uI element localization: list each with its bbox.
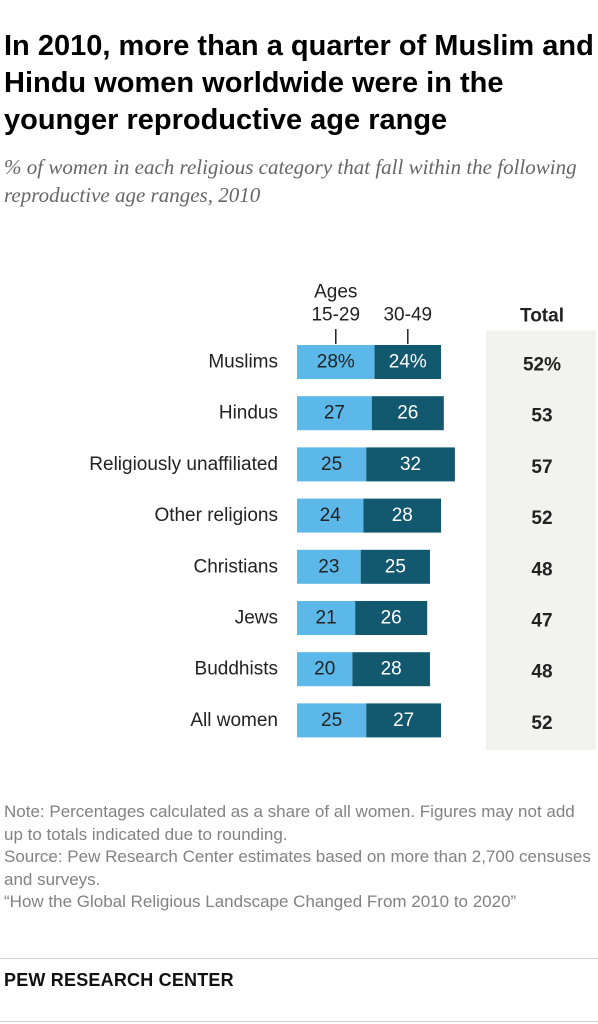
category-label: Buddhists xyxy=(195,659,278,680)
chart-subtitle: % of women in each religious category th… xyxy=(4,155,577,207)
bar-segment-ages-15-29 xyxy=(297,703,367,738)
source-text: Source: Pew Research Center estimates ba… xyxy=(4,847,591,889)
data-label-ages-15-29: 27 xyxy=(324,403,345,424)
data-label-ages-15-29: 23 xyxy=(318,556,339,577)
data-label-ages-30-49: 27 xyxy=(393,710,414,731)
data-label-ages-15-29: 25 xyxy=(321,454,342,475)
bottom-divider xyxy=(0,1021,598,1022)
data-label-ages-30-49: 32 xyxy=(400,454,421,475)
total-value-label: 52 xyxy=(531,713,552,734)
bar-segment-ages-15-29 xyxy=(297,601,356,635)
bar-segment-ages-30-49 xyxy=(371,396,444,431)
category-label: Christians xyxy=(194,556,278,577)
bar-segment-ages-15-29 xyxy=(297,549,361,584)
bar-segment-ages-15-29 xyxy=(297,498,364,533)
total-value-label: 47 xyxy=(531,611,552,632)
chart-notes: Note: Percentages calculated as a share … xyxy=(4,801,594,914)
category-label: Hindus xyxy=(219,403,278,424)
footer-divider xyxy=(0,958,598,959)
data-label-ages-15-29: 28% xyxy=(317,352,355,373)
total-value-label: 52% xyxy=(523,355,561,376)
data-label-ages-15-29: 25 xyxy=(321,710,342,731)
category-label: All women xyxy=(190,710,278,731)
data-label-ages-15-29: 24 xyxy=(320,505,342,526)
chart-title: In 2010, more than a quarter of Muslim a… xyxy=(4,30,594,136)
bar-segment-ages-30-49 xyxy=(366,703,442,738)
series-2-header-range: 30-49 xyxy=(383,305,432,326)
bar-segment-ages-15-29 xyxy=(297,652,353,687)
total-column-panel xyxy=(486,330,596,750)
brand-name: PEW RESEARCH CENTER xyxy=(4,970,234,990)
bar-segment-ages-30-49 xyxy=(374,345,442,379)
stacked-bar-chart: Ages 15-29 30-49 Total Muslims 28% 24% 52% Hindu… xyxy=(0,270,598,750)
data-label-ages-30-49: 25 xyxy=(385,556,406,577)
total-value-label: 48 xyxy=(531,662,552,683)
total-value-label: 48 xyxy=(531,559,552,580)
data-label-ages-30-49: 26 xyxy=(381,608,402,629)
series-1-header-label: Ages xyxy=(314,282,357,303)
bar-segment-ages-30-49 xyxy=(366,447,455,482)
category-label: Religiously unaffiliated xyxy=(89,454,278,475)
bar-segment-ages-30-49 xyxy=(360,549,430,584)
series-1-header-range: 15-29 xyxy=(311,305,360,326)
bar-segment-ages-15-29 xyxy=(297,447,367,482)
data-label-ages-30-49: 28 xyxy=(392,505,413,526)
category-label: Jews xyxy=(235,608,278,629)
category-label: Muslims xyxy=(208,352,278,373)
bar-segment-ages-15-29 xyxy=(297,345,375,379)
report-title-text: “How the Global Religious Landscape Chan… xyxy=(4,892,517,911)
data-label-ages-15-29: 20 xyxy=(314,659,335,680)
total-value-label: 52 xyxy=(531,508,552,529)
data-label-ages-30-49: 26 xyxy=(397,403,418,424)
data-label-ages-30-49: 28 xyxy=(381,659,402,680)
total-value-label: 57 xyxy=(531,457,552,478)
bar-segment-ages-30-49 xyxy=(363,498,442,533)
note-text: Note: Percentages calculated as a share … xyxy=(4,802,575,844)
bar-segment-ages-30-49 xyxy=(352,652,430,687)
data-label-ages-15-29: 21 xyxy=(316,608,337,629)
total-column-header: Total xyxy=(520,306,564,327)
bar-segment-ages-30-49 xyxy=(355,601,428,635)
total-value-label: 53 xyxy=(531,406,552,427)
bar-segment-ages-15-29 xyxy=(297,396,372,431)
data-label-ages-30-49: 24% xyxy=(389,352,427,373)
category-label: Other religions xyxy=(154,505,278,526)
